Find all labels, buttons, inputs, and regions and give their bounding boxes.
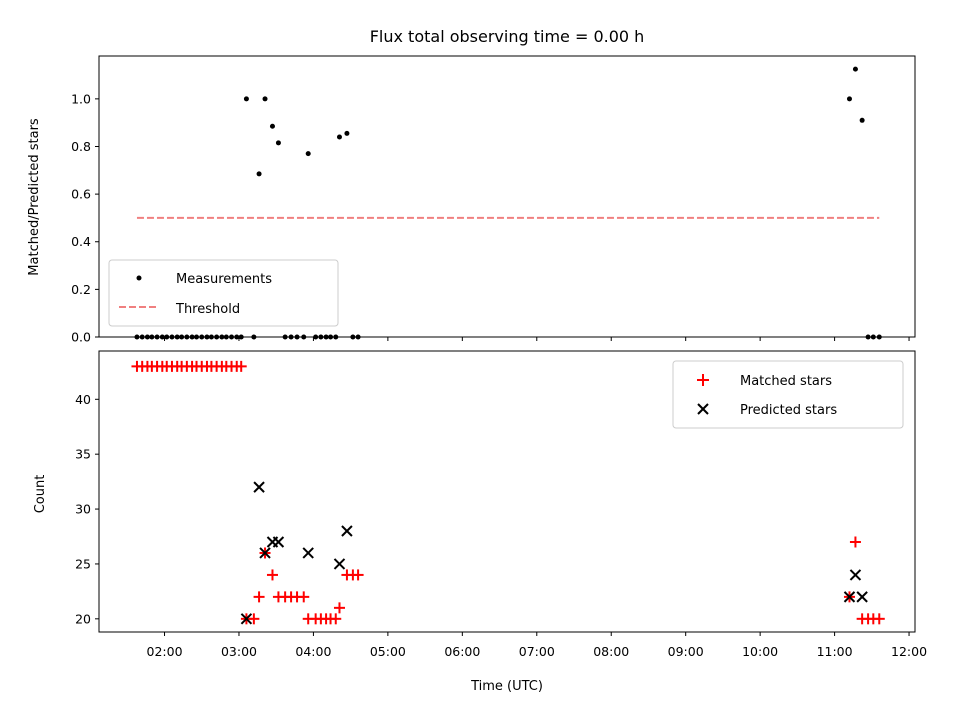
matched-star-marker <box>235 360 247 372</box>
x-tick-label: 06:00 <box>444 644 480 659</box>
bottom-y-axis-label: Count <box>33 475 48 514</box>
x-axis-label: Time (UTC) <box>470 679 543 694</box>
top-panel: Flux total observing time = 0.00 h Match… <box>27 27 916 345</box>
predicted-star-marker <box>333 558 346 570</box>
x-tick-label: 03:00 <box>221 644 257 659</box>
matched-star-marker <box>266 569 278 581</box>
x-tick-label: 08:00 <box>593 644 629 659</box>
x-tick-label: 05:00 <box>370 644 406 659</box>
y-tick-label: 0.2 <box>71 282 91 297</box>
top-axes-frame <box>98 55 916 338</box>
bottom-x-ticks: 02:00 03:00 04:00 05:00 06:00 07:00 08:00 09:00… <box>147 632 927 659</box>
legend-label-predicted-stars: Predicted stars <box>740 403 837 418</box>
x-tick-label: 07:00 <box>519 644 555 659</box>
x-tick-label: 02:00 <box>147 644 183 659</box>
measurement-point <box>305 151 311 157</box>
legend-label-matched-stars: Matched stars <box>740 374 832 389</box>
measurement-point <box>859 117 865 123</box>
bottom-legend: Matched stars Predicted stars <box>672 360 904 429</box>
measurement-point <box>275 140 281 146</box>
matched-star-marker <box>330 613 342 625</box>
predicted-star-marker <box>253 481 265 493</box>
measurement-point <box>336 134 342 140</box>
x-tick-label: 09:00 <box>668 644 704 659</box>
matched-star-marker <box>849 536 861 548</box>
y-tick-label: 35 <box>75 447 91 462</box>
predicted-star-marker <box>302 547 314 559</box>
y-tick-label: 1.0 <box>71 91 91 106</box>
measurement-point <box>243 96 249 102</box>
predicted-star-marker <box>843 591 856 603</box>
top-legend: Measurements Threshold <box>108 259 339 327</box>
top-legend-box <box>108 259 339 327</box>
y-tick-label: 30 <box>75 502 91 517</box>
chart-title: Flux total observing time = 0.00 h <box>370 27 645 46</box>
y-tick-label: 0.4 <box>71 234 91 249</box>
x-tick-label: 11:00 <box>817 644 853 659</box>
predicted-star-marker <box>856 591 868 603</box>
predicted-star-marker <box>259 547 271 559</box>
legend-label-measurements: Measurements <box>176 272 272 287</box>
legend-marker-matched-stars <box>697 374 709 386</box>
predicted-star-marker <box>240 613 253 625</box>
predicted-star-marker <box>341 525 353 537</box>
x-tick-label: 04:00 <box>295 644 331 659</box>
matched-star-marker <box>298 591 310 603</box>
predicted-star-marker <box>272 536 285 548</box>
measurement-point <box>269 123 275 129</box>
measurement-point <box>256 171 262 177</box>
legend-marker-predicted-stars <box>697 403 709 415</box>
predicted-star-marker <box>849 569 862 581</box>
measurement-point <box>262 96 268 102</box>
bottom-legend-box <box>672 360 904 429</box>
y-tick-label: 40 <box>75 392 91 407</box>
legend-marker-measurements <box>136 275 142 281</box>
matched-star-marker <box>248 613 260 625</box>
y-tick-label: 25 <box>75 556 91 571</box>
top-y-axis-label: Matched/Predicted stars <box>27 118 42 276</box>
x-tick-label: 12:00 <box>891 644 927 659</box>
measurement-point <box>344 130 350 136</box>
y-tick-label: 20 <box>75 611 91 626</box>
y-tick-label: 0.0 <box>71 330 91 345</box>
matched-star-marker <box>253 591 265 603</box>
legend-label-threshold: Threshold <box>175 302 240 317</box>
matched-star-marker <box>873 613 885 625</box>
y-tick-label: 0.8 <box>71 139 91 154</box>
x-tick-label: 10:00 <box>742 644 778 659</box>
measurement-point <box>846 96 852 102</box>
top-y-ticks: 0.0 0.2 0.4 0.6 0.8 1.0 <box>71 91 99 345</box>
bottom-y-ticks: 20 25 30 35 40 <box>75 392 99 626</box>
bottom-panel: Count Time (UTC) 20 25 30 35 40 02:00 03:00 04… <box>33 350 927 694</box>
matched-star-marker <box>352 569 364 581</box>
measurement-point <box>852 66 858 72</box>
bottom-plot-area <box>131 360 885 625</box>
matched-star-marker <box>333 602 345 614</box>
y-tick-label: 0.6 <box>71 187 91 202</box>
bottom-axes-frame <box>98 350 916 633</box>
